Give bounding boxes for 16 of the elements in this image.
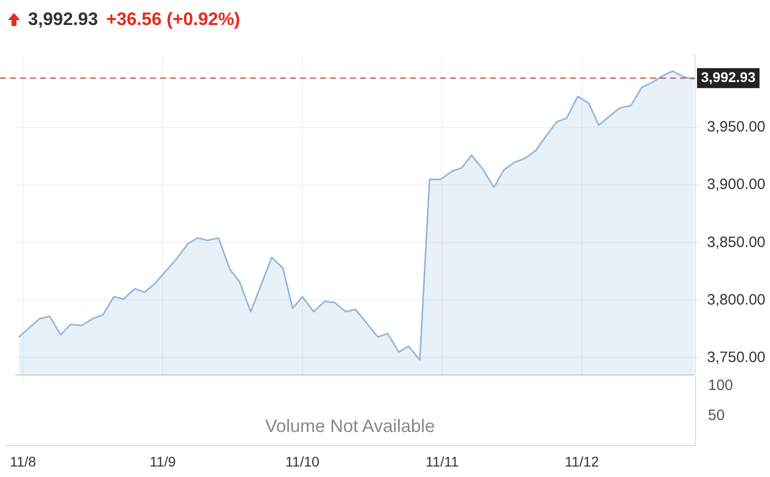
y-tick-label: 3,800.00 [707,291,766,308]
y-tick-label: 3,900.00 [707,176,766,194]
x-tick-label: 11/12 [564,453,600,470]
text: Volume Not Available [264,416,436,436]
text: 100 [708,377,734,394]
ref-line-label: 3,992.93 [701,68,756,85]
y-tick-label: 3,750.00 [707,348,766,366]
x-tick-label: 11/9 [150,453,176,470]
x-tick-label: 11/8 [10,453,36,470]
text: 50 [708,407,725,424]
x-tick-label: 11/10 [285,453,320,470]
chart-subtitle: +36.56 (+0.92%) [106,8,240,30]
y-tick-label: 3,950.00 [707,118,766,136]
chart-title: 3,992.93 [28,8,98,30]
y-tick-label: 3,850.00 [707,234,766,251]
x-tick-label: 11/11 [426,453,459,470]
